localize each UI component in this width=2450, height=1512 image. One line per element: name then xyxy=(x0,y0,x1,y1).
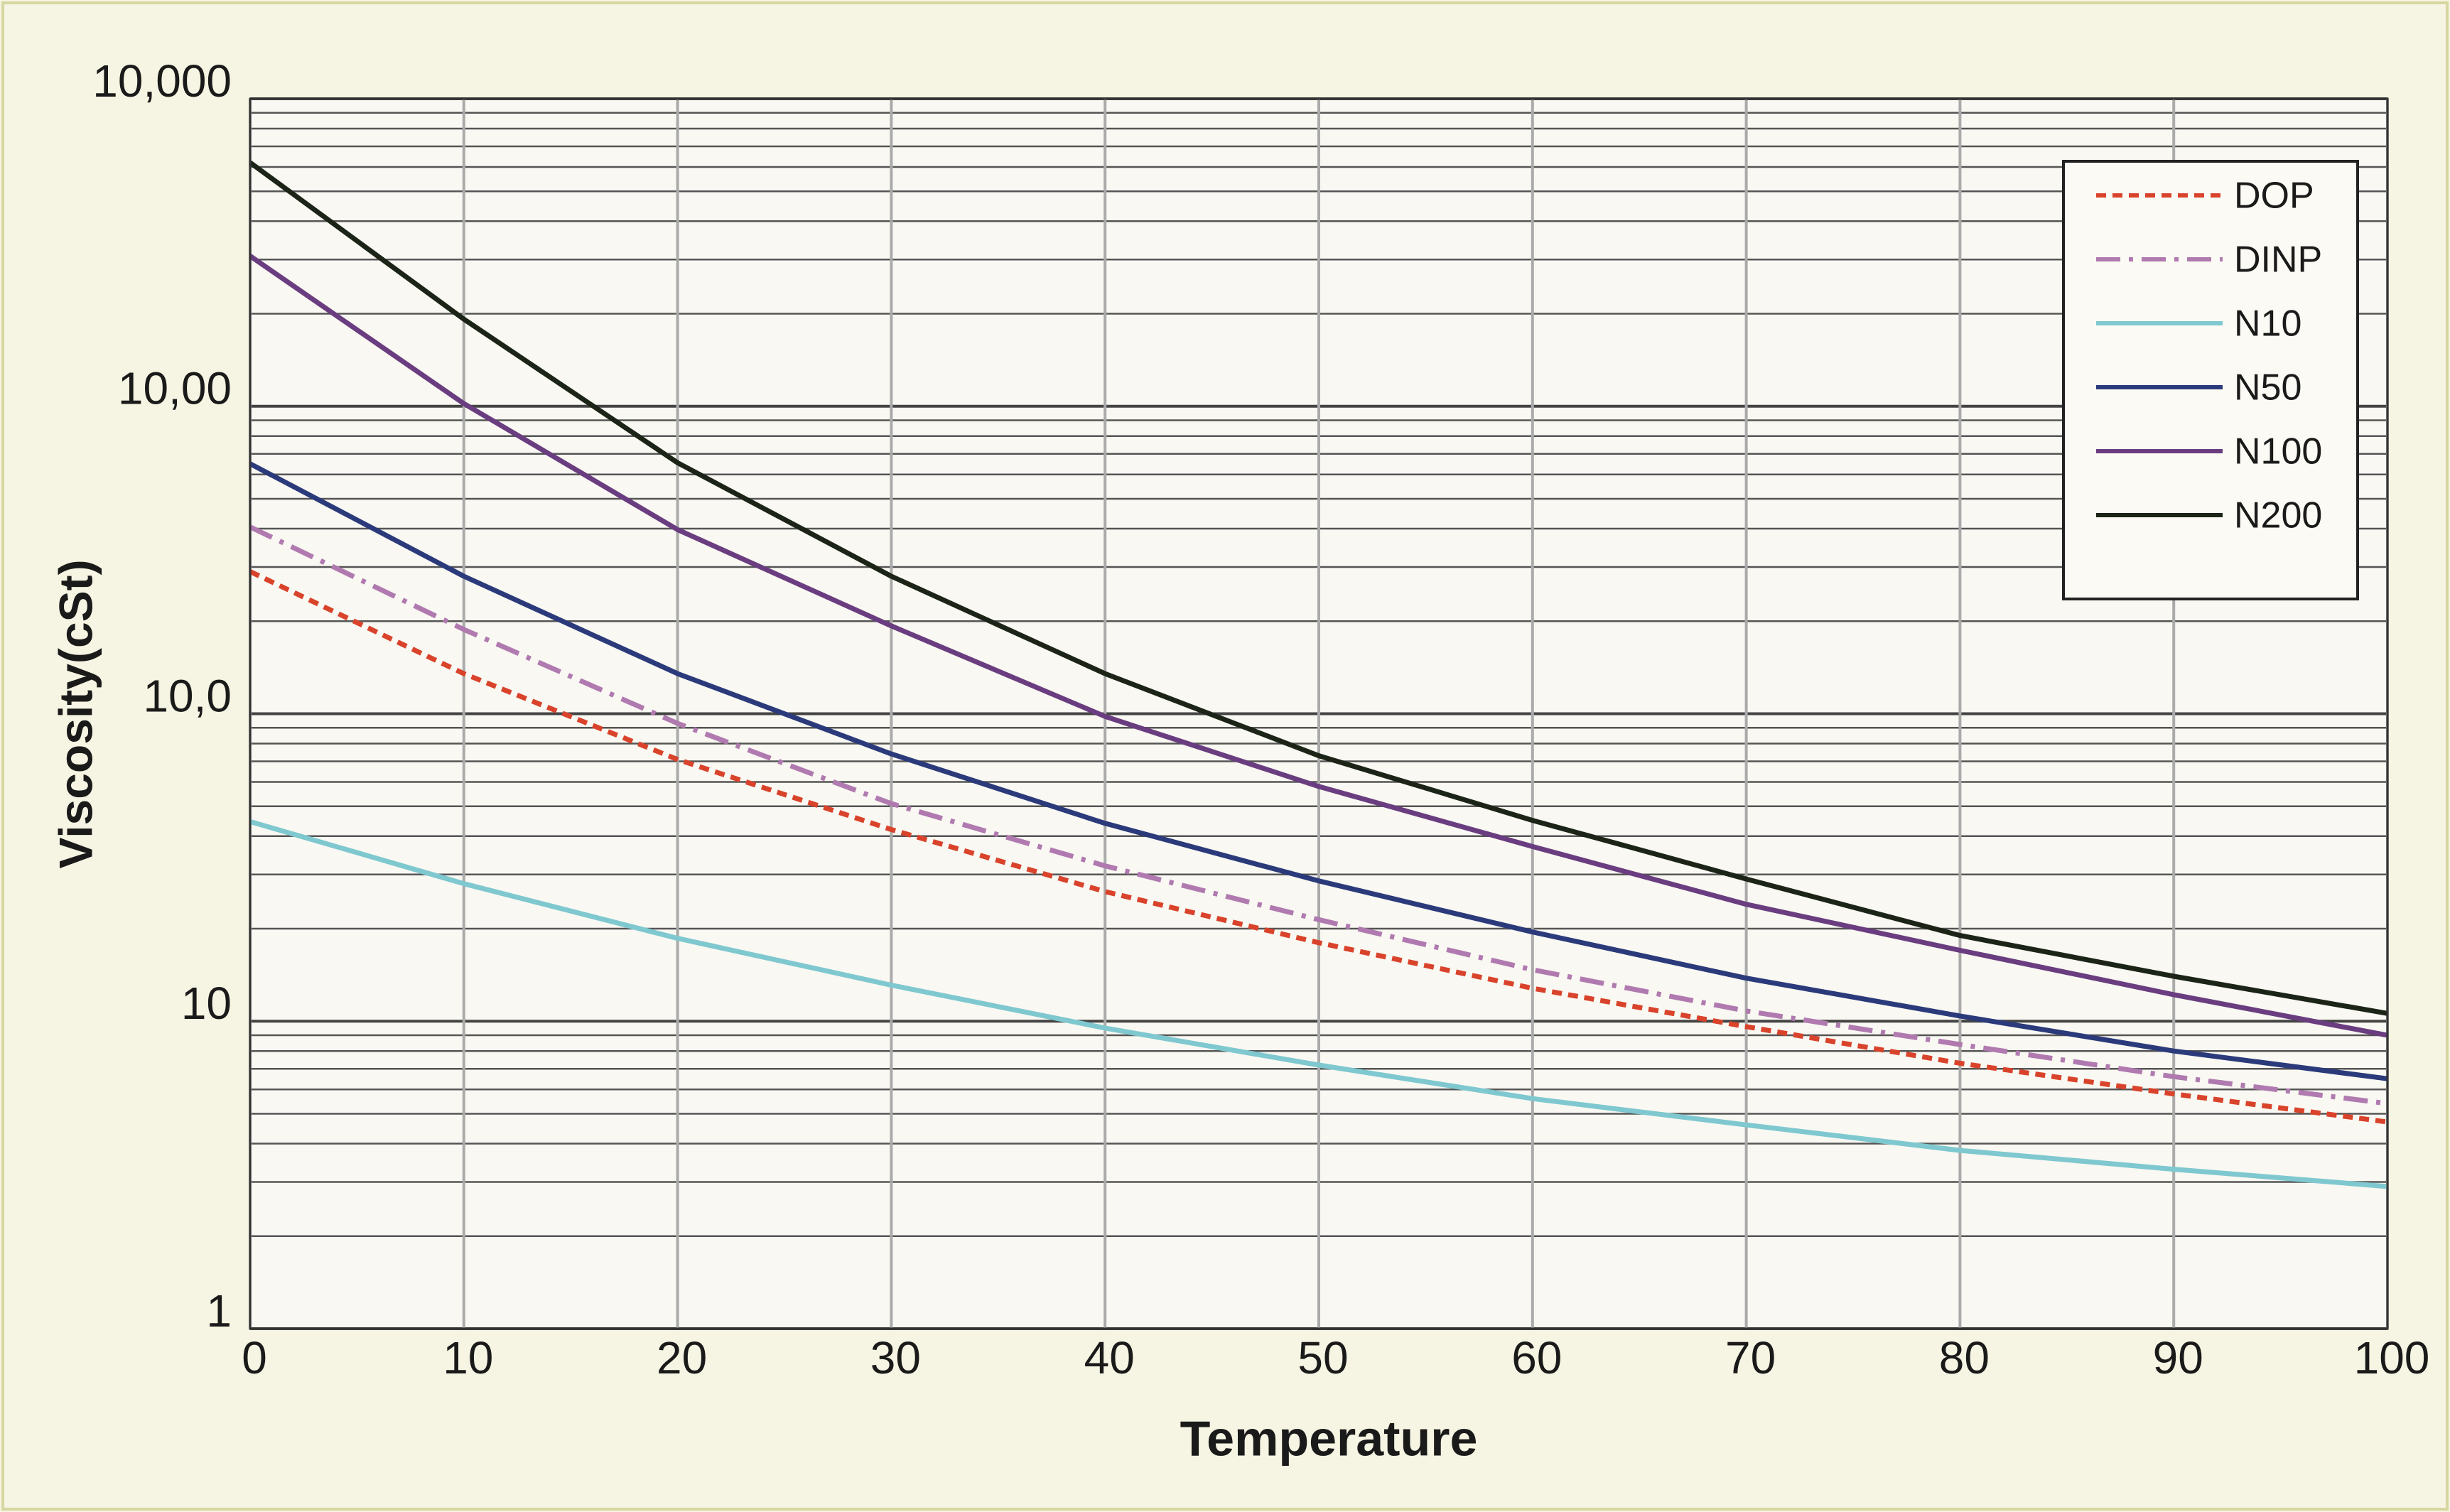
x-tick-label: 50 xyxy=(1297,1332,1348,1383)
series-line xyxy=(249,524,2388,1106)
x-tick-label: 10 xyxy=(443,1332,493,1383)
legend-label: N100 xyxy=(2234,431,2322,472)
x-tick-label: 0 xyxy=(242,1332,267,1383)
series-line xyxy=(249,569,2388,1125)
legend-label: N10 xyxy=(2234,303,2301,345)
x-tick-label: 80 xyxy=(1939,1332,1990,1383)
series-line xyxy=(249,819,2388,1189)
legend-label: N200 xyxy=(2234,495,2322,536)
x-tick-label: 60 xyxy=(1511,1332,1562,1383)
series-line xyxy=(249,461,2388,1081)
lines xyxy=(248,160,2388,1189)
x-tick-label: 90 xyxy=(2153,1332,2203,1383)
legend-label: DOP xyxy=(2234,176,2314,217)
plot-frame xyxy=(249,97,2389,1330)
series-line xyxy=(248,160,2388,1016)
legend-label: N50 xyxy=(2234,367,2301,409)
series-line xyxy=(249,254,2388,1038)
legend: DOP DINP N10 N50 N100 N200 xyxy=(2062,160,2359,600)
y-tick-label: 10,0 xyxy=(143,670,232,721)
x-tick-label: 70 xyxy=(1725,1332,1776,1383)
x-tick-label: 100 xyxy=(2354,1332,2430,1383)
x-tick-label: 20 xyxy=(657,1332,707,1383)
y-tick-label: 1 xyxy=(206,1285,232,1336)
legend-box xyxy=(2062,160,2359,600)
grid xyxy=(249,97,2389,1330)
y-tick-label: 10 xyxy=(181,978,232,1029)
x-tick-label: 40 xyxy=(1084,1332,1135,1383)
y-tick-label: 10,00 xyxy=(118,363,232,414)
y-tick-label: 10,000 xyxy=(92,55,232,107)
legend-label: DINP xyxy=(2234,239,2322,281)
x-tick-label: 30 xyxy=(870,1332,921,1383)
y-axis-label: Viscosity(cSt) xyxy=(49,559,102,868)
x-axis-label: Temperature xyxy=(1180,1410,1478,1466)
